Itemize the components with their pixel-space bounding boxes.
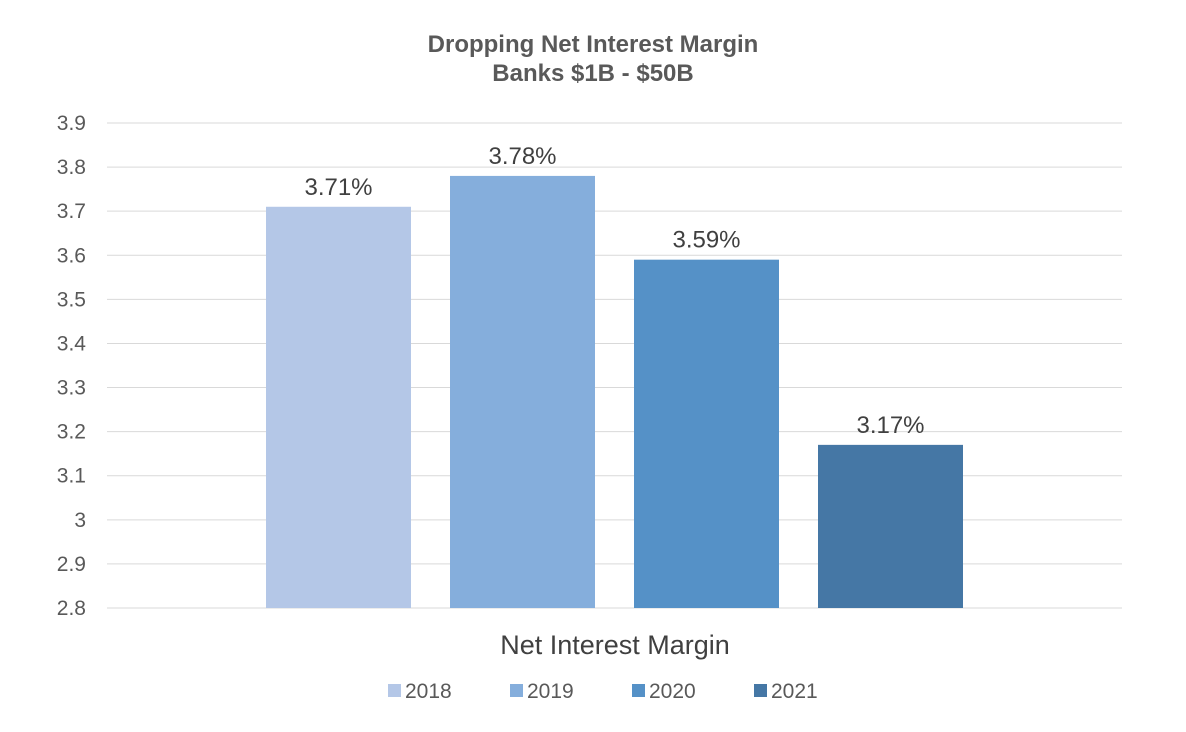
data-label-2019: 3.78% [488,143,556,170]
legend-swatch-2020 [632,684,645,697]
chart-title: Dropping Net Interest Margin [428,31,759,58]
y-tick-label: 3.5 [57,288,86,311]
y-tick-label: 3.9 [57,112,86,135]
legend-label-2020: 2020 [649,680,696,703]
y-tick-label: 3.8 [57,156,86,179]
bar-2020 [634,259,779,608]
data-labels: 3.71% 3.78% 3.59% 3.17% [304,143,924,439]
legend-swatch-2021 [754,684,767,697]
legend-label-2019: 2019 [527,680,574,703]
legend: 2018 2019 2020 2021 [388,680,818,703]
legend-label-2018: 2018 [405,680,452,703]
data-label-2021: 3.17% [856,412,924,439]
y-tick-label: 2.9 [57,553,86,576]
y-tick-label: 3.3 [57,377,86,400]
legend-swatch-2019 [510,684,523,697]
y-tick-label: 3.6 [57,244,86,267]
bar-2018 [266,206,411,609]
data-label-2020: 3.59% [672,227,740,254]
chart-subtitle: Banks $1B - $50B [492,60,693,87]
y-tick-label: 3.7 [57,200,86,223]
legend-swatch-2018 [388,684,401,697]
y-tick-label: 3.2 [57,421,86,444]
y-tick-label: 3 [74,509,86,532]
bar-2019 [450,175,595,608]
bars [266,175,963,609]
y-axis-ticks: 3.9 3.8 3.7 3.6 3.5 3.4 3.3 3.2 3.1 3 2.9 2.8 [57,112,87,620]
bar-2021 [818,444,963,608]
y-tick-label: 3.1 [57,465,86,488]
y-tick-label: 2.8 [57,597,86,620]
data-label-2018: 3.71% [304,174,372,201]
legend-label-2021: 2021 [771,680,818,703]
y-tick-label: 3.4 [57,332,87,355]
x-axis-label: Net Interest Margin [500,630,730,660]
gridlines [107,122,1122,609]
